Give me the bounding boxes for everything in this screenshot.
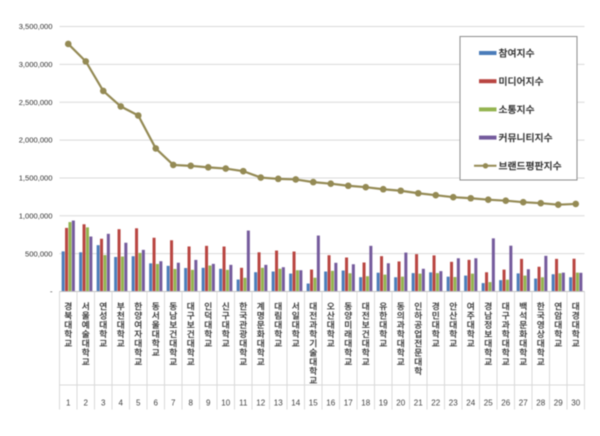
svg-text:6: 6	[154, 398, 159, 407]
svg-text:28: 28	[536, 398, 545, 407]
svg-text:19: 19	[379, 398, 388, 407]
svg-text:-: -	[50, 287, 53, 296]
svg-text:10: 10	[221, 398, 230, 407]
svg-text:9: 9	[206, 398, 211, 407]
svg-text:20: 20	[396, 398, 405, 407]
svg-text:1,000,000: 1,000,000	[19, 211, 53, 220]
svg-text:8: 8	[189, 398, 194, 407]
svg-text:4: 4	[119, 398, 124, 407]
svg-text:21: 21	[414, 398, 423, 407]
svg-text:3: 3	[101, 398, 106, 407]
svg-text:5: 5	[136, 398, 141, 407]
svg-text:12: 12	[256, 398, 265, 407]
svg-text:3,500,000: 3,500,000	[19, 22, 53, 31]
svg-text:13: 13	[274, 398, 283, 407]
svg-text:26: 26	[501, 398, 510, 407]
svg-text:23: 23	[449, 398, 458, 407]
svg-text:24: 24	[466, 398, 475, 407]
svg-text:16: 16	[326, 398, 335, 407]
svg-text:30: 30	[571, 398, 580, 407]
svg-text:15: 15	[309, 398, 318, 407]
svg-text:2: 2	[84, 398, 89, 407]
svg-text:27: 27	[519, 398, 528, 407]
svg-text:7: 7	[171, 398, 176, 407]
svg-text:3,000,000: 3,000,000	[19, 60, 53, 69]
svg-text:17: 17	[344, 398, 353, 407]
svg-text:29: 29	[554, 398, 563, 407]
svg-text:500,000: 500,000	[25, 249, 52, 258]
svg-text:25: 25	[484, 398, 493, 407]
svg-text:11: 11	[239, 398, 248, 407]
svg-text:1: 1	[66, 398, 71, 407]
svg-text:1,500,000: 1,500,000	[19, 174, 53, 183]
svg-text:2,500,000: 2,500,000	[19, 98, 53, 107]
svg-text:18: 18	[361, 398, 370, 407]
svg-text:2,000,000: 2,000,000	[19, 136, 53, 145]
svg-text:14: 14	[291, 398, 300, 407]
svg-text:22: 22	[431, 398, 440, 407]
